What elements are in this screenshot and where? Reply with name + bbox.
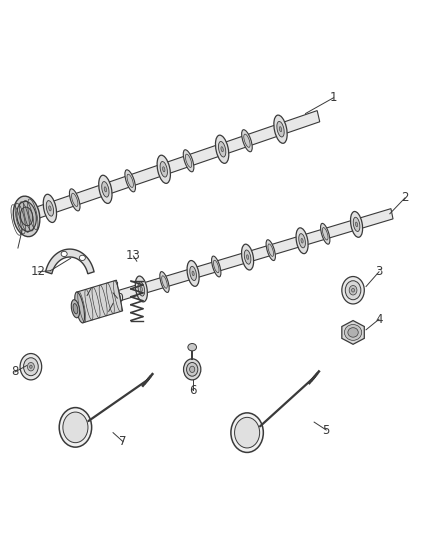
Ellipse shape (185, 154, 192, 167)
Ellipse shape (162, 276, 167, 288)
Ellipse shape (43, 194, 57, 222)
Ellipse shape (345, 281, 361, 300)
Ellipse shape (71, 193, 78, 206)
Ellipse shape (46, 200, 53, 216)
Ellipse shape (49, 206, 51, 211)
Ellipse shape (183, 150, 194, 172)
Ellipse shape (160, 161, 167, 177)
Ellipse shape (70, 189, 80, 211)
Ellipse shape (321, 223, 330, 244)
Ellipse shape (242, 130, 252, 152)
Ellipse shape (127, 174, 133, 188)
Ellipse shape (344, 325, 362, 341)
Ellipse shape (219, 141, 226, 157)
Ellipse shape (279, 127, 282, 132)
Ellipse shape (104, 187, 106, 192)
Ellipse shape (231, 413, 263, 453)
Ellipse shape (63, 412, 88, 443)
Ellipse shape (162, 167, 165, 172)
Text: 5: 5 (322, 424, 330, 437)
Ellipse shape (24, 358, 38, 376)
Ellipse shape (356, 222, 358, 227)
Polygon shape (25, 110, 320, 222)
Ellipse shape (13, 196, 40, 237)
Ellipse shape (140, 287, 142, 292)
Ellipse shape (157, 155, 170, 183)
Ellipse shape (241, 244, 254, 270)
Ellipse shape (61, 252, 67, 256)
Ellipse shape (352, 288, 355, 292)
Ellipse shape (79, 255, 85, 261)
Ellipse shape (212, 256, 221, 277)
Ellipse shape (28, 362, 34, 371)
Ellipse shape (247, 255, 249, 260)
Ellipse shape (192, 271, 194, 276)
Ellipse shape (20, 207, 33, 226)
Text: 9: 9 (105, 305, 113, 318)
Text: 7: 7 (119, 435, 127, 448)
Ellipse shape (244, 250, 251, 264)
Ellipse shape (75, 292, 85, 323)
Polygon shape (119, 208, 393, 301)
Text: 4: 4 (375, 313, 383, 326)
Ellipse shape (277, 122, 284, 137)
Ellipse shape (135, 276, 147, 302)
Polygon shape (342, 320, 364, 344)
Ellipse shape (99, 175, 112, 204)
Ellipse shape (266, 240, 276, 261)
Ellipse shape (349, 286, 357, 295)
Ellipse shape (244, 134, 250, 147)
Ellipse shape (184, 359, 201, 380)
Ellipse shape (138, 282, 145, 296)
Polygon shape (46, 249, 94, 274)
Ellipse shape (187, 362, 198, 376)
Ellipse shape (215, 135, 229, 163)
Text: 8: 8 (11, 366, 18, 378)
Text: 10: 10 (110, 292, 125, 305)
Text: 1: 1 (330, 91, 337, 104)
Polygon shape (77, 280, 123, 323)
Text: 2: 2 (401, 191, 409, 205)
Ellipse shape (221, 147, 223, 152)
Ellipse shape (71, 300, 80, 318)
Ellipse shape (30, 365, 32, 368)
Ellipse shape (235, 417, 260, 448)
Text: 3: 3 (375, 265, 383, 278)
Text: 6: 6 (189, 384, 197, 397)
Ellipse shape (301, 238, 303, 243)
Ellipse shape (296, 228, 308, 254)
Ellipse shape (322, 228, 328, 240)
Text: 13: 13 (126, 249, 141, 262)
Polygon shape (109, 282, 117, 298)
Ellipse shape (17, 201, 36, 231)
Text: 12: 12 (31, 265, 46, 278)
Ellipse shape (350, 212, 363, 237)
Ellipse shape (187, 261, 199, 286)
Ellipse shape (73, 304, 78, 314)
Ellipse shape (299, 233, 305, 248)
Ellipse shape (188, 343, 197, 351)
Ellipse shape (20, 353, 42, 380)
Ellipse shape (125, 170, 135, 192)
Ellipse shape (190, 366, 195, 373)
Ellipse shape (274, 115, 287, 143)
Ellipse shape (59, 408, 92, 447)
Ellipse shape (342, 277, 364, 304)
Ellipse shape (213, 260, 219, 273)
Ellipse shape (160, 272, 169, 293)
Ellipse shape (353, 217, 360, 231)
Ellipse shape (348, 328, 358, 337)
Ellipse shape (190, 266, 196, 280)
Text: 11: 11 (80, 289, 95, 302)
Ellipse shape (102, 182, 109, 197)
Ellipse shape (268, 244, 274, 256)
